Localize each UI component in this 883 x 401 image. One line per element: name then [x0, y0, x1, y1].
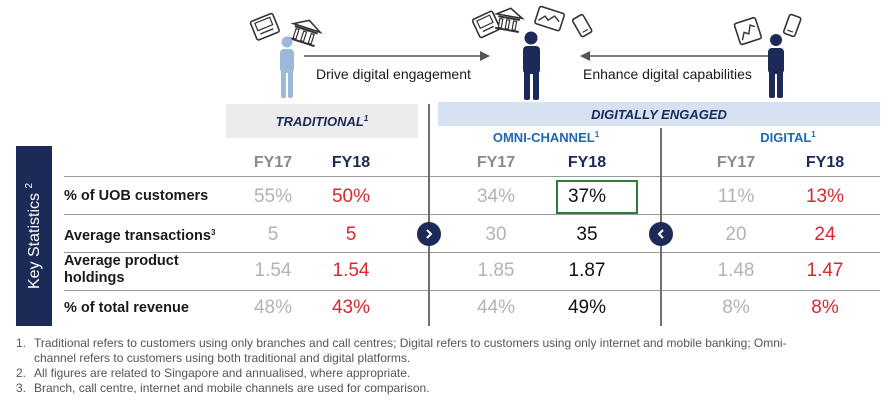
row-label-transactions: Average transactions3	[64, 224, 215, 245]
omni-channel-header: OMNI-CHANNEL1	[456, 130, 636, 145]
omni-channel-label: OMNI-CHANNEL	[492, 130, 595, 145]
trad-fy17-value: 1.54	[254, 260, 292, 281]
digitally-engaged-header: DIGITALLY ENGAGED	[591, 107, 727, 122]
row-label-transactions-text: Average transactions	[64, 228, 211, 244]
chevron-left-icon	[649, 222, 673, 246]
digital-fy18-value: 1.47	[806, 260, 844, 281]
footnote: 1. Traditional refers to customers using …	[16, 336, 787, 351]
omni-fy18-value: 49%	[567, 297, 607, 318]
row-label-revenue: % of total revenue	[64, 300, 189, 316]
footnote: 2. All figures are related to Singapore a…	[16, 366, 410, 381]
footnote-number: 3.	[16, 381, 27, 395]
atm-icon	[471, 10, 501, 39]
trad-fy18-value: 5	[345, 224, 357, 245]
omni-fy17-value: 44%	[476, 297, 516, 318]
trad-fy17-value: 55%	[253, 186, 293, 207]
footnote-text: Traditional refers to customers using on…	[34, 336, 787, 350]
omni-channel-sup: 1	[594, 130, 600, 139]
row-label-product-holdings-line1: Average product	[64, 253, 179, 269]
digital-fy17-header: FY17	[716, 154, 756, 171]
footnote-text: All figures are related to Singapore and…	[34, 366, 411, 380]
arrow-right-icon	[304, 51, 490, 61]
highlight-box	[556, 180, 638, 214]
trad-fy17-value: 48%	[253, 297, 293, 318]
row-label-customers: % of UOB customers	[64, 188, 209, 204]
footnote-text: Branch, call centre, internet and mobile…	[34, 381, 430, 395]
mobile-phone-icon	[571, 13, 593, 38]
omni-fy17-value: 34%	[476, 186, 516, 207]
person-icon	[280, 36, 294, 98]
digital-fy18-value: 24	[814, 224, 836, 245]
trad-fy17-value: 5	[267, 224, 279, 245]
digital-sup: 1	[811, 130, 816, 139]
row-separator	[64, 252, 880, 253]
arrow-left-icon	[580, 51, 770, 61]
row-separator	[64, 176, 880, 177]
digital-fy17-value: 8%	[722, 297, 750, 318]
digital-fy18-value: 8%	[811, 297, 839, 318]
row-label-product-holdings-line2: holdings	[64, 270, 125, 286]
top-illustration	[249, 5, 802, 100]
bank-icon	[493, 7, 525, 33]
footnote-number: 1.	[16, 336, 27, 350]
digital-header: DIGITAL1	[728, 130, 848, 145]
omni-fy18-value: 35	[576, 224, 598, 245]
footnote: channel refers to customers using both t…	[16, 351, 410, 366]
footnote: 3. Branch, call centre, internet and mobi…	[16, 381, 430, 396]
row-separator	[64, 214, 880, 215]
traditional-sup: 1	[363, 114, 369, 123]
row-separator	[64, 290, 880, 291]
digital-fy17-value: 11%	[717, 186, 755, 207]
trad-fy17-header: FY17	[253, 154, 293, 171]
person-icon	[523, 31, 540, 100]
chart-tablet-icon	[534, 5, 566, 32]
row-label-product-holdings: Average product holdings	[64, 253, 179, 287]
digital-fy17-value: 20	[725, 224, 747, 245]
omni-fy18-value: 1.87	[568, 260, 606, 281]
omni-fy17-value: 30	[485, 224, 507, 245]
digital-fy18-value: 13%	[805, 186, 845, 207]
trad-fy18-header: FY18	[331, 154, 371, 171]
column-divider	[428, 104, 430, 326]
key-statistics-label: Key Statistics 2	[24, 183, 44, 289]
traditional-label: TRADITIONAL	[275, 114, 364, 129]
omni-fy18-value: 37%	[567, 186, 607, 207]
omni-fy17-header: FY17	[476, 154, 516, 171]
traditional-header: TRADITIONAL1	[226, 114, 418, 129]
omni-fy18-header: FY18	[567, 154, 607, 171]
trad-fy18-value: 1.54	[332, 260, 370, 281]
traditional-header-band	[226, 104, 418, 138]
digital-fy17-value: 1.48	[717, 260, 755, 281]
trad-fy18-value: 43%	[331, 297, 371, 318]
person-icon	[768, 34, 784, 98]
row-label-transactions-sup: 3	[210, 228, 216, 237]
enhance-caption: Enhance digital capabilities	[583, 66, 752, 82]
footnote-text: channel refers to customers using both t…	[34, 351, 411, 365]
key-statistics-box: Key Statistics 2	[16, 146, 52, 326]
digitally-engaged-header-band	[438, 102, 880, 126]
trad-fy18-value: 50%	[331, 186, 371, 207]
digital-fy18-header: FY18	[805, 154, 845, 171]
footnote-number: 2.	[16, 366, 27, 380]
omni-fy17-value: 1.85	[477, 260, 515, 281]
key-statistics-sup: 2	[24, 182, 35, 189]
chart-tablet-icon	[733, 16, 763, 46]
bank-icon	[289, 19, 323, 48]
key-statistics-text: Key Statistics	[26, 192, 43, 290]
chevron-right-icon	[417, 222, 441, 246]
drive-caption: Drive digital engagement	[316, 66, 471, 82]
atm-icon	[249, 12, 280, 41]
digital-label: DIGITAL	[760, 130, 812, 145]
mobile-phone-icon	[782, 13, 802, 38]
